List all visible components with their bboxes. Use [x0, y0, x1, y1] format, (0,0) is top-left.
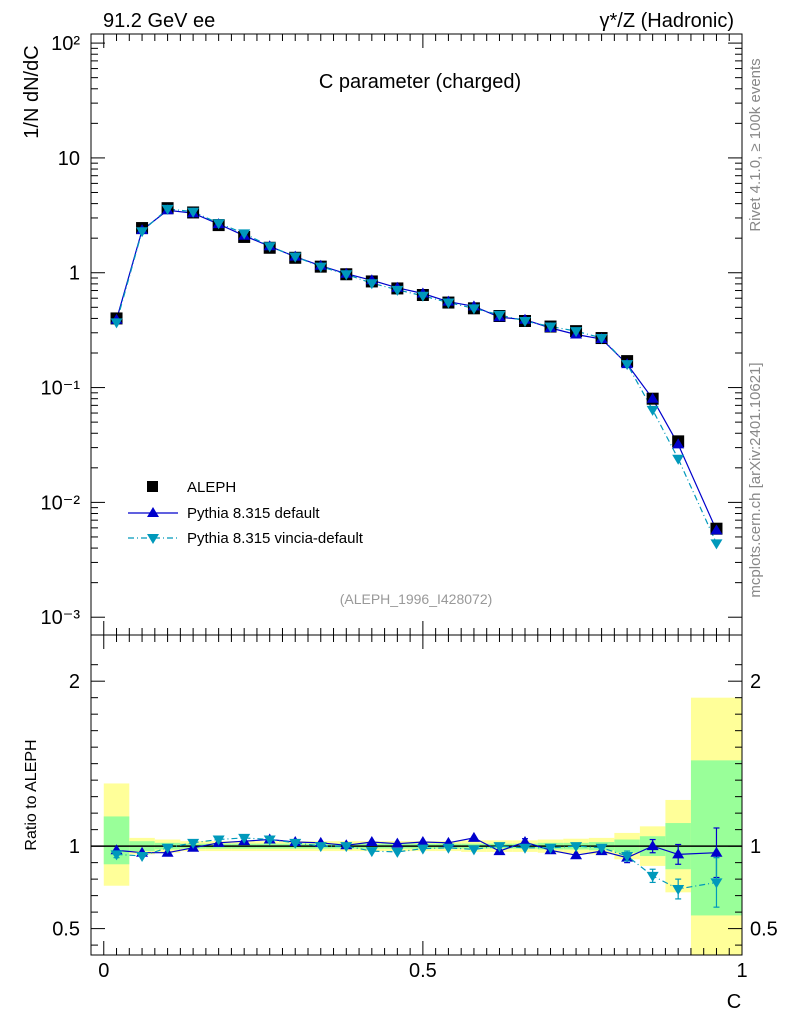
- main-default-point: [646, 392, 659, 403]
- ratio-ytick-label-left: 0.5: [52, 919, 80, 941]
- main-vincia-point: [365, 279, 378, 290]
- legend-default-label: Pythia 8.315 default: [187, 505, 320, 522]
- ratio-default-point: [467, 831, 480, 842]
- analysis-id: (ALEPH_1996_I428072): [340, 591, 493, 607]
- ratio-ytick-label-right: 1: [750, 836, 761, 858]
- main-vincia-point: [391, 285, 404, 296]
- ratio-frame: [90, 634, 743, 956]
- main-ytick-label: 10⁻¹: [41, 378, 81, 400]
- ratio-vincia-point: [238, 833, 251, 844]
- ratio-default-point: [710, 846, 723, 857]
- main-default-point: [710, 524, 723, 535]
- ratio-vincia-point: [365, 847, 378, 858]
- ratio-vincia-point: [493, 842, 506, 853]
- x-axis-label: C: [727, 991, 741, 1013]
- x-tick-label: 0: [98, 960, 109, 982]
- ratio-default-point: [672, 848, 685, 859]
- main-vincia-point: [672, 454, 685, 465]
- main-vincia-point: [161, 204, 174, 215]
- legend-vincia-marker: [147, 534, 159, 544]
- main-vincia-point: [136, 227, 149, 238]
- main-vincia-point: [187, 207, 200, 218]
- ratio-vincia-point: [442, 843, 455, 854]
- ratio-ylabel: Ratio to ALEPH: [23, 739, 40, 850]
- ratio-vincia-point: [187, 838, 200, 849]
- ratio-default-point: [519, 836, 531, 847]
- ratio-default-point: [570, 849, 583, 860]
- main-vincia-point: [595, 334, 608, 345]
- main-ytick-label: 10⁻²: [41, 492, 81, 514]
- main-title: C parameter (charged): [319, 71, 521, 93]
- ratio-vincia-point: [110, 850, 123, 861]
- ratio-vincia-point: [314, 842, 327, 853]
- ratio-vincia-point: [161, 843, 174, 854]
- main-vincia-point: [110, 318, 123, 329]
- x-tick-label: 1: [736, 960, 747, 982]
- header-left: 91.2 GeV ee: [103, 10, 215, 32]
- ratio-vincia-point: [263, 835, 276, 846]
- ratio-vincia-point: [621, 852, 634, 863]
- ratio-vincia-point: [391, 847, 404, 858]
- legend-vincia-label: Pythia 8.315 vincia-default: [187, 530, 364, 547]
- ratio-vincia-point: [710, 878, 723, 889]
- ratio-plot-content: [91, 697, 742, 955]
- main-ytick-label: 10: [58, 148, 80, 170]
- main-vincia-point: [570, 327, 583, 338]
- main-vincia-point: [621, 360, 634, 371]
- ratio-default-point: [416, 836, 429, 847]
- ratio-vincia-point: [595, 843, 608, 854]
- ratio-vincia-point: [519, 843, 531, 854]
- ratio-vincia-point: [467, 845, 480, 856]
- main-vincia-point: [544, 322, 557, 333]
- mcplots-label: mcplots.cern.ch [arXiv:2401.10621]: [747, 362, 764, 597]
- ratio-default-point: [391, 837, 404, 848]
- ratio-ytick-label-right: 2: [750, 671, 761, 693]
- ratio-default-point: [365, 836, 378, 847]
- main-vincia-point: [467, 304, 480, 315]
- legend: ALEPH Pythia 8.315 default Pythia 8.315 …: [128, 479, 364, 547]
- main-vincia-point: [416, 291, 429, 302]
- header-right: γ*/Z (Hadronic): [600, 10, 734, 32]
- x-tick-label: 0.5: [409, 960, 437, 982]
- main-plot-content: [110, 202, 723, 550]
- main-ytick-label: 10²: [51, 33, 80, 55]
- ratio-vincia-point: [570, 842, 583, 853]
- main-vincia-point: [710, 539, 723, 550]
- main-vincia-point: [263, 242, 276, 253]
- ratio-ytick-label-right: 0.5: [750, 919, 778, 941]
- main-vincia-point: [340, 270, 353, 281]
- ratio-vincia-point: [544, 843, 557, 854]
- main-default-point: [672, 438, 685, 449]
- legend-aleph-marker: [147, 481, 158, 492]
- ratio-vincia-point: [646, 871, 659, 882]
- ratio-panel: 0.5 0.51 12 20 0.5 1 Ratio to ALEPH C: [23, 634, 778, 1013]
- main-vincia-point: [442, 298, 455, 309]
- main-vincia-point: [289, 252, 302, 263]
- ratio-ticks: 0.5 0.51 12 20 0.5 1: [52, 635, 778, 982]
- main-vincia-point: [646, 405, 659, 416]
- ratio-vincia-point: [416, 844, 429, 855]
- legend-default-marker: [147, 507, 159, 517]
- ratio-ytick-label-left: 1: [69, 836, 80, 858]
- ratio-vincia-point: [212, 835, 225, 846]
- main-vincia-point: [493, 310, 506, 321]
- main-ticks: 10² 10 1 10⁻¹ 10⁻² 10⁻³: [41, 33, 743, 635]
- ratio-ytick-label-left: 2: [69, 671, 80, 693]
- main-vincia-point: [314, 262, 327, 273]
- ratio-default-point: [646, 840, 659, 851]
- main-vincia-point: [519, 316, 531, 327]
- rivet-version-label: Rivet 4.1.0, ≥ 100k events: [747, 58, 764, 231]
- main-ytick-label: 10⁻³: [41, 607, 81, 629]
- main-ytick-label: 1: [69, 263, 80, 285]
- main-panel: 10² 10 1 10⁻¹ 10⁻² 10⁻³ C parameter (charged)…: [21, 33, 743, 636]
- main-vincia-point: [212, 219, 225, 230]
- legend-aleph-label: ALEPH: [187, 479, 236, 496]
- ratio-vincia-point: [136, 852, 149, 863]
- main-ylabel: 1/N dN/dC: [21, 45, 43, 138]
- ratio-vincia-point: [340, 842, 353, 853]
- ratio-vincia-point: [672, 885, 685, 896]
- ratio-vincia-point: [289, 838, 302, 849]
- main-vincia-point: [238, 229, 251, 240]
